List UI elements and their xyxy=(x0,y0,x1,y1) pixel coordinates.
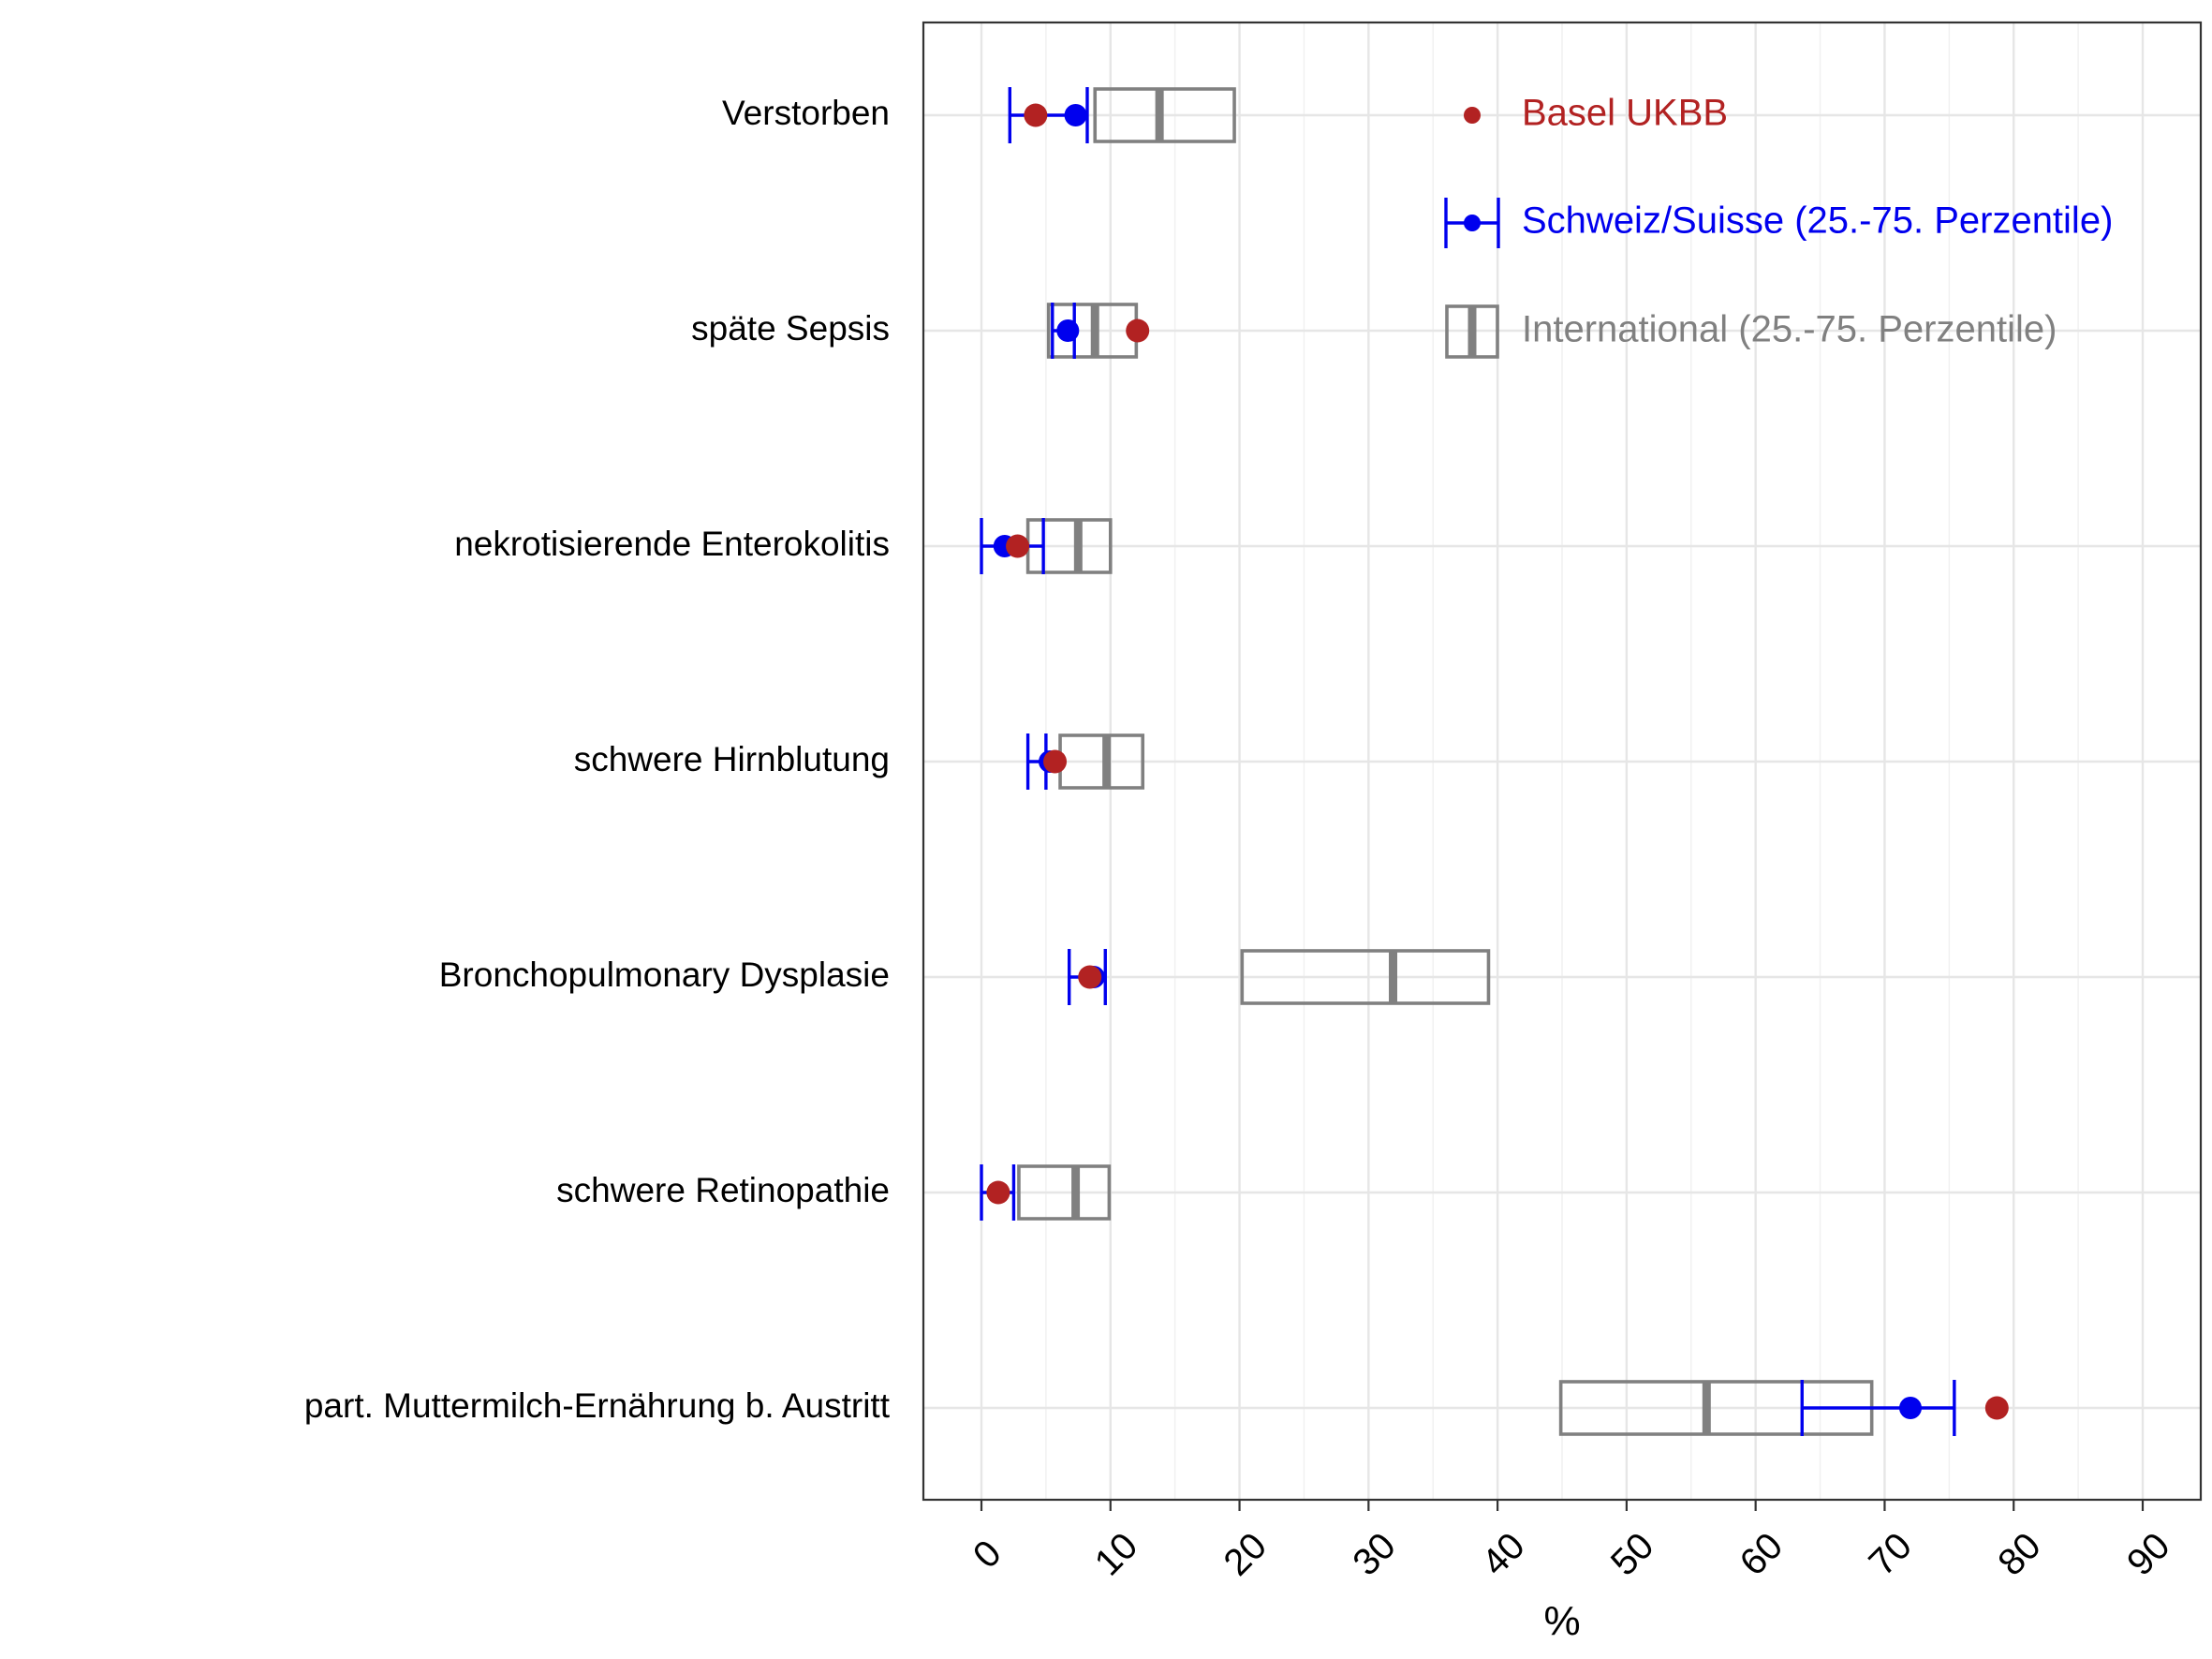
y-category-label: schwere Hirnblutung xyxy=(574,740,890,778)
basel-point xyxy=(1043,749,1068,774)
y-category-label: part. Muttermilch-Ernährung b. Austritt xyxy=(304,1386,891,1425)
basel-point xyxy=(1078,965,1102,989)
x-tick-label: 90 xyxy=(2119,1525,2178,1584)
swiss-point xyxy=(1899,1397,1922,1419)
x-tick-label: 30 xyxy=(1345,1525,1404,1584)
x-tick-label: 40 xyxy=(1474,1525,1533,1584)
y-category-label: späte Sepsis xyxy=(691,309,890,348)
y-category-label: Bronchopulmonary Dysplasie xyxy=(439,955,890,994)
y-axis-labels: Verstorben späte Sepsis nekrotisierende En… xyxy=(304,94,891,1425)
plot-panel-border xyxy=(922,21,2203,1502)
basel-point xyxy=(1024,103,1048,127)
basel-point xyxy=(1006,534,1030,558)
international-box xyxy=(1093,87,1236,143)
legend-label: International (25.-75. Perzentile) xyxy=(1522,309,2057,350)
international-box xyxy=(1240,949,1491,1005)
swiss-point xyxy=(1064,104,1087,126)
x-axis: 0 10 20 30 40 50 60 70 80 90 xyxy=(966,1500,2178,1584)
x-tick-label: 10 xyxy=(1087,1525,1146,1584)
international-box xyxy=(1017,1164,1112,1221)
y-category-label: schwere Retinopathie xyxy=(556,1171,890,1209)
x-tick-label: 0 xyxy=(966,1533,1010,1577)
x-axis-title: % xyxy=(1543,1598,1580,1644)
y-category-label: nekrotisierende Enterokolitis xyxy=(454,525,890,563)
x-tick-label: 70 xyxy=(1861,1525,1920,1584)
legend: Basel UKBB Schweiz/Suisse (25.-75. Perzen… xyxy=(1444,93,2113,359)
x-tick-label: 50 xyxy=(1603,1525,1662,1584)
legend-label: Schweiz/Suisse (25.-75. Perzentile) xyxy=(1522,200,2113,242)
x-tick-label: 80 xyxy=(1990,1525,2049,1584)
swiss-point xyxy=(1056,319,1080,342)
x-tick-label: 20 xyxy=(1217,1525,1276,1584)
x-tick-label: 60 xyxy=(1733,1525,1792,1584)
basel-point xyxy=(1984,1396,2009,1420)
y-category-label: Verstorben xyxy=(722,94,890,132)
grid xyxy=(923,22,2201,1500)
legend-label: Basel UKBB xyxy=(1522,93,1728,134)
legend-key-basel xyxy=(1464,107,1481,124)
chart-marks xyxy=(980,87,2009,1436)
basel-point xyxy=(1126,318,1150,343)
basel-point xyxy=(986,1180,1010,1205)
legend-key-swiss-point xyxy=(1464,215,1481,231)
